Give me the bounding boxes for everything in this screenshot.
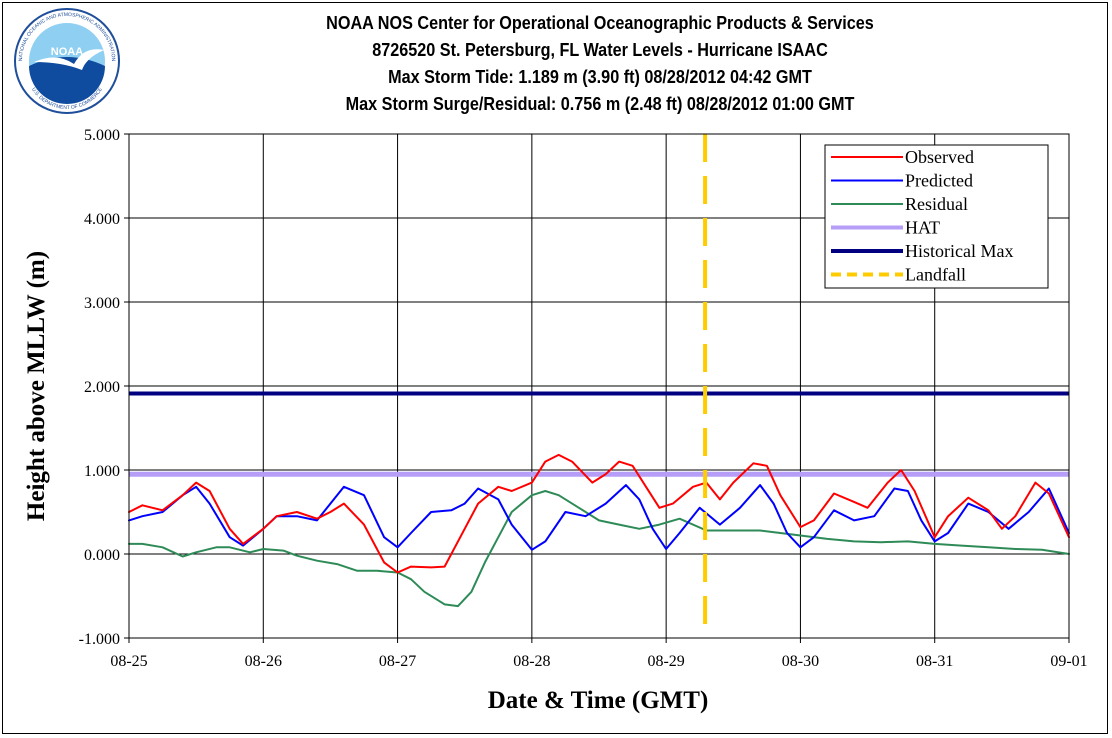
- x-tick-label: 08-31: [916, 653, 953, 670]
- y-axis-label: Height above MLLW (m): [23, 251, 50, 521]
- legend-label: Residual: [905, 194, 968, 214]
- x-tick-label: 08-30: [782, 653, 819, 670]
- logo-bird: [34, 49, 104, 70]
- y-tick-label: 4.000: [84, 211, 120, 228]
- logo-center-text: NOAA: [51, 46, 83, 58]
- x-tick-label: 08-28: [513, 653, 550, 670]
- legend-label: Predicted: [905, 171, 973, 191]
- y-tick-label: 1.000: [84, 463, 120, 480]
- x-tick-label: 08-26: [245, 653, 282, 670]
- plot-border: [128, 133, 1070, 639]
- series-lines: [128, 134, 1070, 638]
- legend-label: Landfall: [905, 265, 966, 285]
- noaa-logo-icon: NOAA NATIONAL OCEANIC AND ATMOSPHERIC AD…: [14, 8, 120, 114]
- y-tick-label: 3.000: [84, 295, 120, 312]
- x-tick-label: 08-29: [647, 653, 684, 670]
- title-line-1: NOAA NOS Center for Operational Oceanogr…: [326, 13, 874, 33]
- y-tick-label: -1.000: [79, 631, 120, 648]
- title-line-3: Max Storm Tide: 1.189 m (3.90 ft) 08/28/…: [388, 67, 812, 87]
- title-line-4: Max Storm Surge/Residual: 0.756 m (2.48 …: [345, 94, 855, 114]
- residual-line: [128, 490, 1070, 608]
- y-tick-label: 0.000: [84, 547, 120, 564]
- legend-label: Observed: [905, 147, 974, 167]
- predicted-line: [128, 484, 1070, 551]
- x-tick-label: 09-01: [1050, 653, 1087, 670]
- legend-label: Historical Max: [905, 241, 1013, 261]
- x-axis-label: Date & Time (GMT): [488, 687, 709, 714]
- x-tick-label: 08-25: [110, 653, 147, 670]
- legend: Observed Predicted Residual HAT Historical M…: [824, 144, 1049, 289]
- title-line-2: 8726520 St. Petersburg, FL Water Levels …: [372, 40, 828, 60]
- y-tick-label: 5.000: [84, 127, 120, 144]
- y-tick-labels: -1.000 0.000 1.000 2.000 3.000 4.000 5.000: [79, 127, 120, 648]
- legend-label: HAT: [905, 218, 940, 238]
- x-tick-labels: 08-25 08-26 08-27 08-28 08-29 08-30 08-31 09-01: [110, 653, 1087, 670]
- legend-box: [824, 144, 1049, 289]
- logo-sea: [29, 57, 105, 104]
- y-tick-label: 2.000: [84, 379, 120, 396]
- x-tick-label: 08-27: [379, 653, 416, 670]
- observed-line: [128, 453, 1070, 574]
